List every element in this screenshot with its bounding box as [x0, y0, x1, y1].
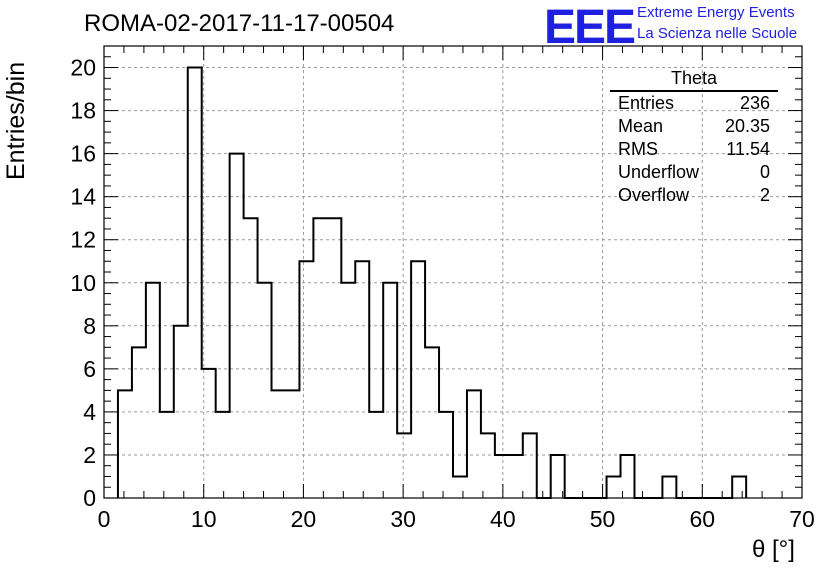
- stat-label: Mean: [618, 116, 664, 136]
- histogram-bin: [272, 390, 286, 498]
- y-tick-label: 0: [83, 485, 96, 511]
- stat-value: 236: [739, 93, 770, 113]
- histogram-bin: [299, 261, 313, 498]
- stat-row-entries: Entries 236: [610, 92, 778, 115]
- y-tick-label: 6: [83, 356, 96, 382]
- x-tick-label: 40: [490, 506, 516, 532]
- y-tick-label: 2: [83, 442, 96, 468]
- page-title: ROMA-02-2017-11-17-00504: [84, 10, 395, 37]
- histogram-bin: [188, 68, 202, 498]
- stat-row-mean: Mean 20.35: [610, 115, 778, 138]
- y-tick-label: 10: [70, 270, 96, 296]
- histogram-bin: [467, 390, 481, 498]
- stat-row-overflow: Overflow 2: [610, 184, 778, 207]
- stat-label: RMS: [618, 139, 658, 159]
- stat-label: Entries: [618, 93, 675, 113]
- histogram-bin: [425, 347, 439, 498]
- histogram-bin: [411, 261, 425, 498]
- histogram-bin: [607, 476, 621, 498]
- histogram-bin: [132, 347, 146, 498]
- histogram-bin: [146, 283, 160, 498]
- x-tick-label: 20: [291, 506, 317, 532]
- histogram-bin: [397, 433, 411, 498]
- y-tick-label: 8: [83, 313, 96, 339]
- histogram-bin: [621, 455, 635, 498]
- statistics-title: Theta: [610, 68, 778, 92]
- stat-label: Underflow: [618, 162, 700, 182]
- histogram-bin: [313, 218, 327, 498]
- histogram-bin: [509, 455, 523, 498]
- stat-row-underflow: Underflow 0: [610, 161, 778, 184]
- stat-value: 0: [759, 162, 770, 182]
- x-tick-label: 70: [789, 506, 815, 532]
- histogram-bin: [481, 433, 495, 498]
- stat-label: Overflow: [618, 185, 690, 205]
- histogram-bin: [202, 369, 216, 498]
- statistics-box: Theta Entries 236 Mean 20.35 RMS 11.54 U…: [610, 68, 778, 207]
- histogram-bin: [355, 261, 369, 498]
- histogram-outline: [116, 66, 748, 499]
- stat-row-rms: RMS 11.54: [610, 138, 778, 161]
- histogram-bin: [523, 433, 537, 498]
- stat-value: 11.54: [726, 139, 770, 159]
- logo-subtitle-line2: La Scienza nelle Scuole: [637, 25, 798, 42]
- histogram-bin: [216, 412, 230, 498]
- y-tick-label: 20: [70, 55, 96, 81]
- histogram-bin: [160, 412, 174, 498]
- histogram-bin: [551, 455, 565, 498]
- histogram-bin: [258, 283, 272, 498]
- histogram-bin: [732, 476, 746, 498]
- histogram-bin: [383, 283, 397, 498]
- y-tick-label: 14: [70, 184, 96, 210]
- y-tick-label: 18: [70, 98, 96, 124]
- histogram-bin: [369, 412, 383, 498]
- x-tick-label: 10: [191, 506, 217, 532]
- histogram-bin: [662, 476, 676, 498]
- histogram-bin: [118, 390, 132, 498]
- logo-subtitle-line1: Extreme Energy Events: [637, 4, 795, 21]
- stat-value: 2: [759, 185, 770, 205]
- histogram-bin: [230, 154, 244, 498]
- x-tick-label: 0: [98, 506, 111, 532]
- y-tick-label: 16: [70, 141, 96, 167]
- y-tick-label: 4: [83, 399, 96, 425]
- histogram-bin: [244, 218, 258, 498]
- histogram-bin: [439, 412, 453, 498]
- x-tick-label: 60: [689, 506, 715, 532]
- eee-logo: EEE: [544, 1, 636, 54]
- histogram-bin: [174, 326, 188, 498]
- histogram-bin: [453, 476, 467, 498]
- y-tick-label: 12: [70, 227, 96, 253]
- histogram-bin: [495, 455, 509, 498]
- stat-value: 20.35: [724, 116, 770, 136]
- x-tick-label: 50: [590, 506, 616, 532]
- histogram-bin: [285, 390, 299, 498]
- histogram-bin: [341, 283, 355, 498]
- x-axis-label: θ [°]: [752, 536, 795, 563]
- histogram-bin: [327, 218, 341, 498]
- x-tick-label: 30: [390, 506, 416, 532]
